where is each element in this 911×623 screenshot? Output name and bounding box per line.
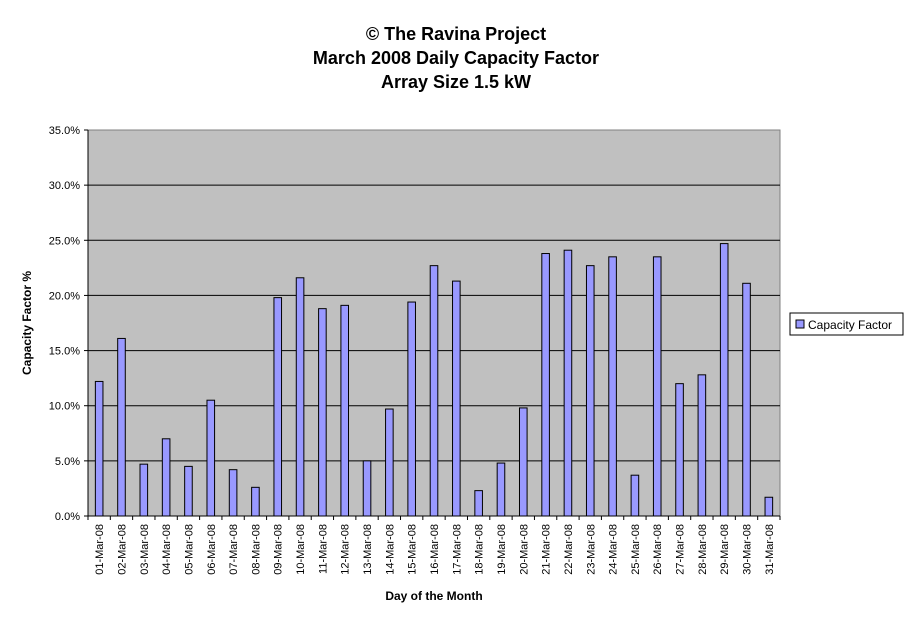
bar-22-Mar-08 <box>563 249 573 517</box>
bar-03-Mar-08 <box>139 463 149 517</box>
chart-title-line-1: © The Ravina Project <box>366 24 546 44</box>
x-tick-label: 20-Mar-08 <box>518 524 530 575</box>
x-tick-label: 18-Mar-08 <box>474 524 486 575</box>
bar-15-Mar-08 <box>407 301 416 517</box>
bar-17-Mar-08 <box>452 280 461 517</box>
x-tick-label: 11-Mar-08 <box>317 524 329 574</box>
y-tick-label: 35.0% <box>49 125 80 137</box>
x-tick-label: 01-Mar-08 <box>94 524 106 575</box>
y-tick-label: 25.0% <box>49 235 80 247</box>
y-tick-label: 20.0% <box>49 290 80 302</box>
legend: Capacity Factor <box>789 312 904 336</box>
bar-29-Mar-08 <box>719 243 729 517</box>
x-tick-label: 24-Mar-08 <box>608 524 620 575</box>
bar-14-Mar-08 <box>385 408 394 517</box>
y-tick-label: 10.0% <box>49 401 80 413</box>
bar-23-Mar-08 <box>585 265 595 517</box>
x-tick-label: 08-Mar-08 <box>250 524 262 575</box>
legend-label: Capacity Factor <box>808 318 892 332</box>
x-tick-label: 05-Mar-08 <box>183 524 195 575</box>
x-tick-label: 27-Mar-08 <box>675 524 687 575</box>
bar-31-Mar-08 <box>764 496 774 517</box>
bar-06-Mar-08 <box>206 399 216 517</box>
x-tick-label: 13-Mar-08 <box>362 524 374 575</box>
x-tick-label: 16-Mar-08 <box>429 524 441 575</box>
x-tick-labels: 01-Mar-08 02-Mar-08 03-Mar-08 04-Mar-08 05-M… <box>94 524 776 575</box>
x-tick-label: 21-Mar-08 <box>541 524 553 575</box>
x-tick-label: 03-Mar-08 <box>139 524 151 575</box>
x-tick-label: 06-Mar-08 <box>206 524 218 575</box>
bar-12-Mar-08 <box>340 304 350 517</box>
bar-27-Mar-08 <box>675 383 684 517</box>
y-tick-label: 5.0% <box>55 456 80 468</box>
x-tick-label: 29-Mar-08 <box>719 524 731 575</box>
bar-10-Mar-08 <box>295 277 305 517</box>
x-tick-label: 07-Mar-08 <box>228 524 240 575</box>
x-tick-label: 15-Mar-08 <box>407 524 419 575</box>
x-tick-label: 23-Mar-08 <box>585 524 597 575</box>
y-axis-title: Capacity Factor % <box>20 271 34 375</box>
bar-30-Mar-08 <box>742 282 751 517</box>
bar-01-Mar-08 <box>94 380 104 517</box>
bar-04-Mar-08 <box>161 438 171 517</box>
bar-20-Mar-08 <box>518 407 528 517</box>
x-tick-label: 10-Mar-08 <box>295 524 307 575</box>
x-tick-label: 31-Mar-08 <box>764 524 776 575</box>
x-tick-label: 02-Mar-08 <box>116 524 128 575</box>
chart-title: © The Ravina Project March 2008 Daily Ca… <box>313 24 599 92</box>
x-tick-label: 17-Mar-08 <box>451 524 463 575</box>
x-tick-label: 19-Mar-08 <box>496 524 508 575</box>
bar-09-Mar-08 <box>273 297 283 517</box>
bar-16-Mar-08 <box>429 265 439 517</box>
bar-13-Mar-08 <box>362 460 372 517</box>
bar-25-Mar-08 <box>630 474 640 517</box>
x-tick-label: 14-Mar-08 <box>384 524 396 575</box>
bar-11-Mar-08 <box>318 308 327 517</box>
bar-02-Mar-08 <box>117 337 126 517</box>
bar-28-Mar-08 <box>697 374 707 517</box>
x-tick-label: 28-Mar-08 <box>697 524 709 575</box>
x-tick-label: 25-Mar-08 <box>630 524 642 575</box>
x-axis-title: Day of the Month <box>385 589 482 603</box>
legend-box <box>789 312 904 336</box>
x-tick-label: 09-Mar-08 <box>273 524 285 575</box>
bar-26-Mar-08 <box>652 256 662 517</box>
bar-07-Mar-08 <box>228 469 238 517</box>
chart-title-line-2: March 2008 Daily Capacity Factor <box>313 48 599 68</box>
bar-19-Mar-08 <box>496 462 506 517</box>
x-tick-label: 22-Mar-08 <box>563 524 575 575</box>
bar-05-Mar-08 <box>184 465 193 517</box>
gridlines <box>88 184 780 462</box>
x-tick-label: 26-Mar-08 <box>652 524 664 575</box>
chart-title-line-3: Array Size 1.5 kW <box>381 72 531 92</box>
bar-24-Mar-08 <box>608 256 617 517</box>
bar-08-Mar-08 <box>251 486 260 517</box>
y-tick-label: 30.0% <box>49 180 80 192</box>
x-tick-label: 30-Mar-08 <box>742 524 754 575</box>
y-tick-labels: 0.0% 5.0% 10.0% 15.0% 20.0% 25.0% 30.0% 35.0% <box>49 125 80 523</box>
bar-18-Mar-08 <box>474 490 483 517</box>
x-tick-label: 12-Mar-08 <box>340 524 352 575</box>
x-tick-label: 04-Mar-08 <box>161 524 173 575</box>
y-tick-label: 15.0% <box>49 346 80 358</box>
bar-21-Mar-08 <box>541 253 550 517</box>
y-tick-label: 0.0% <box>55 511 80 523</box>
legend-swatch <box>795 319 805 329</box>
axes <box>84 129 781 520</box>
